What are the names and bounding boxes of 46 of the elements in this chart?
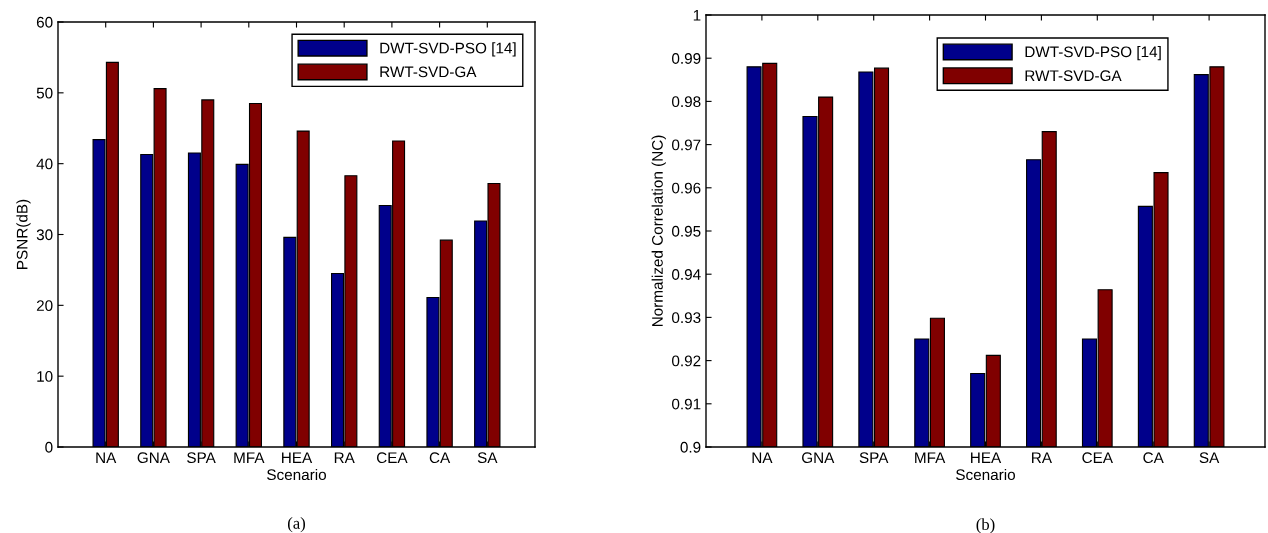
x-tick-label: NA	[96, 452, 117, 463]
x-tick-label: SA	[1199, 452, 1220, 464]
y-tick-label: 30	[36, 229, 53, 241]
legend-label: RWT-SVD-GA	[380, 66, 477, 78]
legend-label: RWT-SVD-GA	[1025, 70, 1122, 82]
legend-label: DWT-SVD-PSO [14]	[1025, 46, 1161, 61]
x-tick-label: RA	[334, 452, 355, 463]
y-tick-label: 40	[36, 158, 53, 170]
y-tick-label: 0.96	[672, 182, 701, 194]
y-axis-title: Normalized Correlation (NC)	[651, 135, 666, 327]
x-tick-label: GNA	[137, 452, 170, 464]
y-tick-label: 10	[37, 371, 53, 382]
y-tick-label: 0.98	[672, 96, 701, 108]
x-tick-label: MFA	[915, 452, 946, 463]
x-tick-label: NA	[752, 452, 773, 463]
y-tick-label: 50	[36, 87, 53, 99]
x-tick-label: GNA	[802, 452, 835, 464]
y-tick-label: 0.97	[672, 139, 701, 151]
x-tick-label: RA	[1032, 452, 1052, 463]
x-tick-label: MFA	[234, 452, 265, 463]
y-tick-label: 0.92	[672, 355, 701, 367]
y-tick-label: 0.94	[672, 269, 701, 280]
y-tick-label: 60	[36, 16, 53, 28]
legend-label: DWT-SVD-PSO [14]	[380, 42, 516, 57]
x-axis-title: Scenario	[267, 468, 327, 481]
x-tick-label: CA	[429, 452, 451, 464]
y-tick-label: 0.9	[680, 441, 701, 453]
x-tick-label: CEA	[376, 452, 408, 464]
x-tick-label: CA	[1143, 452, 1164, 464]
x-tick-label: HEA	[282, 452, 313, 463]
y-tick-label: 0	[45, 441, 53, 453]
x-tick-label: SPA	[187, 452, 216, 464]
y-axis-title: PSNR(dB)	[16, 199, 31, 269]
y-tick-label: 0.93	[672, 312, 701, 324]
y-tick-label: 20	[36, 300, 53, 312]
y-tick-label: 0.99	[672, 53, 701, 64]
x-tick-label: CEA	[1082, 452, 1113, 464]
text: (a)	[287, 517, 306, 533]
x-axis-title: Scenario	[956, 468, 1016, 481]
x-tick-label: SPA	[859, 452, 889, 464]
x-tick-label: HEA	[971, 452, 1002, 463]
text: (b)	[976, 518, 995, 533]
y-tick-label: 0.91	[672, 398, 701, 410]
y-tick-label: 0.95	[672, 225, 701, 237]
x-tick-label: SA	[477, 452, 498, 464]
y-tick-label: 1	[693, 10, 701, 21]
